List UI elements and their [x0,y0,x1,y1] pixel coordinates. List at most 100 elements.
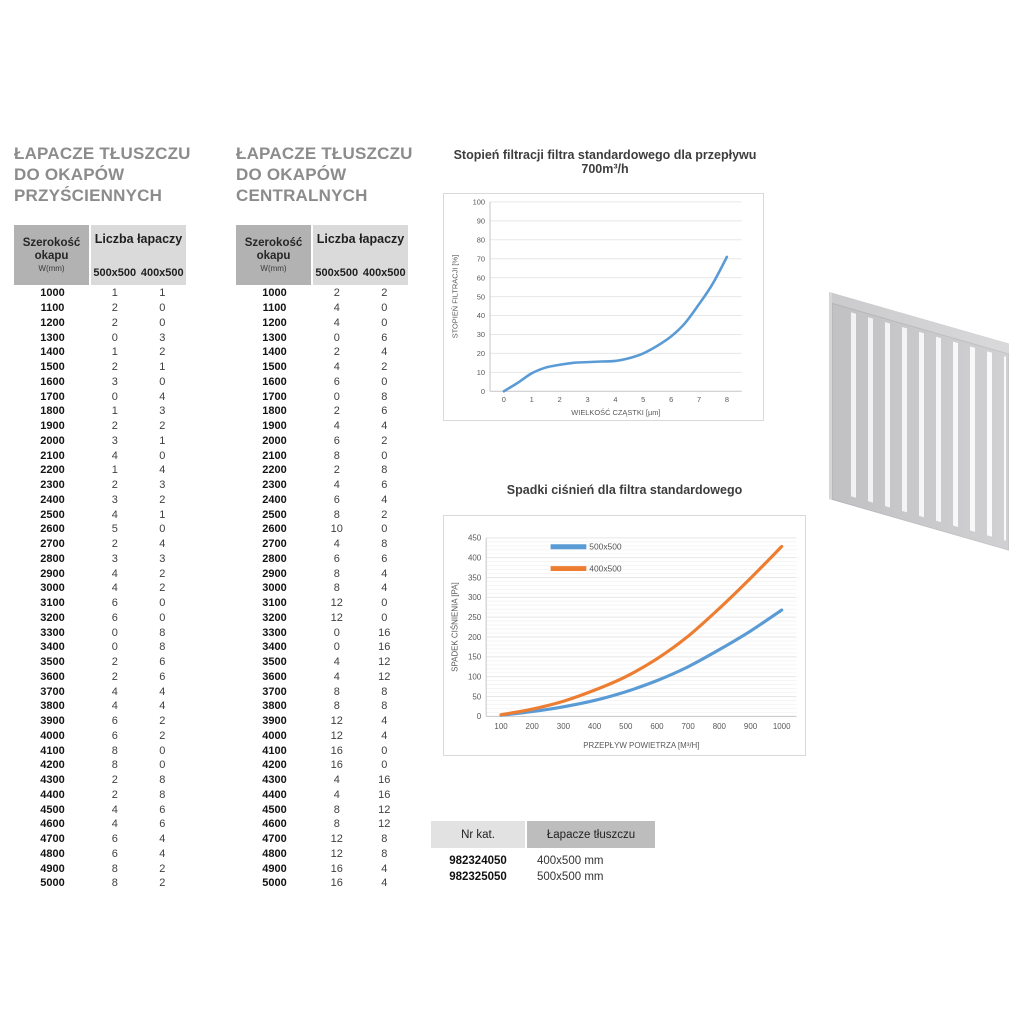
central-hoods-table: Szerokość okapu W(mm) Liczba łapaczy 500… [236,225,408,891]
table-row: 2000 3 1 [14,434,186,449]
table-cell: 1000 [40,287,65,300]
table-cell: 3700 [40,685,65,698]
table-cell: 0 [381,302,388,315]
table-cell: 8 [111,862,118,875]
table-cell: 16 [378,641,391,654]
table-row: 3700 4 4 [14,684,186,699]
table-cell: 12 [378,803,391,816]
table-cell: 6 [381,552,388,565]
table-row: 1600 3 0 [14,375,186,390]
table-cell: 0 [111,331,118,344]
table-cell: 1400 [40,346,65,359]
table-row: 2300 4 6 [236,478,408,493]
table-cell: 8 [333,685,340,698]
table-cell: 3900 [262,715,287,728]
title-line: ŁAPACZE TŁUSZCZU [14,144,191,163]
table-cell: 12 [330,597,343,610]
table-cell: 4 [111,508,118,521]
table-row: 3400 0 8 [14,640,186,655]
y-tick-label: 150 [468,653,482,662]
table-cell: 2 [381,287,388,300]
table-cell: 8 [111,759,118,772]
table-cell: 1100 [262,302,287,315]
table-row: 1300 0 6 [236,330,408,345]
catalog-table-header: Nr kat. Łapacze tłuszczu [431,821,655,848]
x-axis-label: WIELKOŚĆ CZĄSTKI [µm] [571,408,660,417]
table-cell: 2 [111,670,118,683]
table-cell: 4500 [262,803,287,816]
table-row: 3500 4 12 [236,655,408,670]
table-row: 5000 8 2 [14,876,186,891]
table-cell: 4 [111,685,118,698]
table-row: 4300 2 8 [14,773,186,788]
table-cell: 1700 [40,390,65,403]
table-row: 1500 2 1 [14,360,186,375]
table-cell: 6 [381,479,388,492]
table-cell: 3 [159,479,166,492]
table-row: 1100 2 0 [14,301,186,316]
table-cell: 2200 [40,464,65,477]
table-cell: 2 [381,361,388,374]
table-cell: 12 [330,715,343,728]
catalog-table: Nr kat. Łapacze tłuszczu 982324050 400x50… [431,821,655,885]
table-row: 2900 4 2 [14,566,186,581]
table-cell: 2 [111,774,118,787]
table-row: 982325050 500x500 mm [431,869,655,885]
table-cell: 4 [159,847,166,860]
table-cell: 0 [159,597,166,610]
table-row: 3800 8 8 [236,699,408,714]
table-cell: 4200 [40,759,65,772]
table-cell: 0 [111,390,118,403]
filter-sheen [832,292,1009,551]
table-cell: 3800 [262,700,287,713]
table-cell: 8 [159,774,166,787]
table-cell: 4 [111,818,118,831]
table-row: 2400 3 2 [14,493,186,508]
table-cell: 2 [159,567,166,580]
section-title-wall-hoods: ŁAPACZE TŁUSZCZU DO OKAPÓW PRZYŚCIENNYCH [14,143,191,206]
table-row: 3100 12 0 [236,596,408,611]
x-tick-label: 1000 [773,722,791,731]
table-cell: 4 [159,390,166,403]
table-cell: 1300 [40,331,65,344]
table-cell: 12 [378,656,391,669]
table-cell: 4 [381,493,388,506]
header-unit-label: W(mm) [260,263,287,273]
table-cell: 2300 [40,479,65,492]
table-cell: 1 [111,287,118,300]
table-row: 3100 6 0 [14,596,186,611]
table-cell: 400x500 mm [537,855,604,867]
table-cell: 6 [159,803,166,816]
table-cell: 3400 [262,641,287,654]
table-row: 2100 4 0 [14,448,186,463]
table-cell: 4700 [262,833,287,846]
header-label: okapu [256,249,291,262]
table-row: 2600 10 0 [236,522,408,537]
table-cell: 6 [381,405,388,418]
table-header: Szerokość okapu W(mm) Liczba łapaczy 500… [236,225,408,285]
table-row: 3600 4 12 [236,670,408,685]
y-tick-label: 50 [472,692,481,701]
table-row: 2700 2 4 [14,537,186,552]
table-cell: 1 [111,346,118,359]
table-cell: 8 [333,567,340,580]
y-tick-label: 300 [468,593,482,602]
table-cell: 3600 [40,670,65,683]
table-cell: 4400 [262,788,287,801]
table-cell: 2500 [40,508,65,521]
table-cell: 4 [381,420,388,433]
table-cell: 500x500 mm [537,871,604,883]
table-cell: 1100 [40,302,65,315]
table-cell: 8 [381,833,388,846]
table-row: 1900 2 2 [14,419,186,434]
table-cell: 16 [330,744,343,757]
table-cell: 12 [330,729,343,742]
table-cell: 12 [378,670,391,683]
y-tick-label: 90 [477,217,485,226]
table-row: 4700 6 4 [14,832,186,847]
table-row: 1200 4 0 [236,316,408,331]
table-cell: 4300 [40,774,65,787]
table-cell: 982325050 [449,871,507,883]
table-cell: 2 [111,538,118,551]
x-tick-label: 2 [558,395,562,404]
